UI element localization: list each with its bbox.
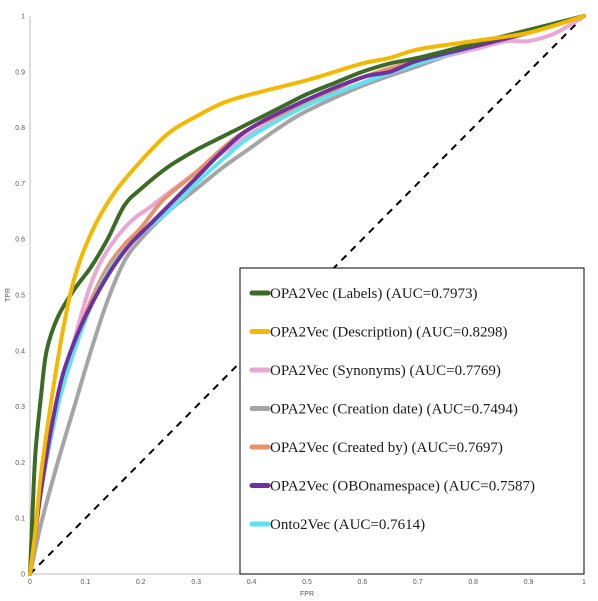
roc-curve-series-0	[28, 14, 586, 576]
x-tick-label: 0.8	[468, 579, 478, 586]
legend-entry: OPA2Vec (Description) (AUC=0.8298)	[270, 325, 507, 341]
legend: OPA2Vec (Labels) (AUC=0.7973) OPA2Vec (De…	[239, 267, 585, 575]
roc-curve-series-1	[28, 14, 586, 576]
legend-entry: OPA2Vec (Created by) (AUC=0.7697)	[270, 440, 503, 456]
x-tick-label: 0.2	[136, 579, 146, 586]
x-tick-label: 0.3	[191, 579, 201, 586]
y-tick-label: 0.7	[15, 181, 25, 188]
x-tick-label: 0.9	[524, 579, 534, 586]
x-tick-label: 0.1	[81, 579, 91, 586]
x-tick-label: 0	[28, 579, 32, 586]
legend-entry: OPA2Vec (Creation date) (AUC=0.7494)	[270, 402, 518, 418]
y-axis-title: TPR	[5, 288, 12, 302]
y-tick-label: 0.3	[15, 404, 25, 411]
legend-box	[239, 267, 585, 575]
x-tick-label: 0.7	[413, 579, 423, 586]
y-tick-label: 1	[21, 14, 25, 21]
roc-curves	[28, 14, 586, 576]
x-axis-title: FPR	[300, 591, 314, 598]
x-tick-label: 0.4	[247, 579, 257, 586]
legend-entry: OPA2Vec (Labels) (AUC=0.7973)	[270, 286, 477, 302]
y-tick-label: 0.6	[15, 237, 25, 244]
x-tick-label: 1	[582, 579, 586, 586]
x-tick-label: 0.6	[358, 579, 368, 586]
y-tick-label: 0.4	[15, 348, 25, 355]
legend-entry: Onto2Vec (AUC=0.7614)	[270, 517, 425, 533]
y-tick-label: 0.8	[15, 125, 25, 132]
x-tick-label: 0.5	[302, 579, 312, 586]
legend-entry: OPA2Vec (Synonyms) (AUC=0.7769)	[270, 363, 501, 379]
y-tick-label: 0.9	[15, 69, 25, 76]
y-tick-label: 0.1	[15, 516, 25, 523]
y-tick-label: 0.5	[15, 293, 25, 300]
y-tick-label: 0.2	[15, 460, 25, 467]
y-tick-label: 0	[21, 572, 25, 579]
roc-curve-series-3	[28, 14, 586, 576]
roc-curve-series-6	[28, 14, 586, 576]
roc-curve-series-5	[28, 14, 586, 576]
legend-entry: OPA2Vec (OBOnamespace) (AUC=0.7587)	[270, 479, 535, 495]
